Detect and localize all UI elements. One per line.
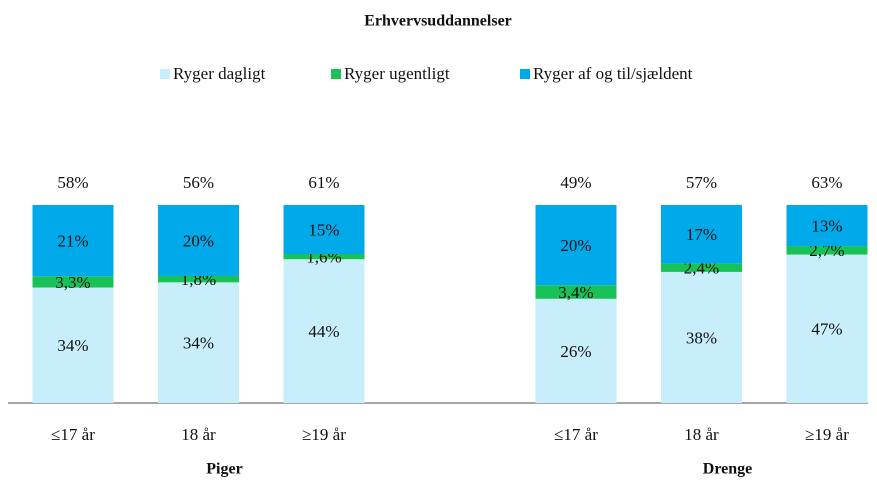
legend-swatch [520,69,530,79]
group-label: Drenge [703,461,752,478]
bar-segment [283,205,365,255]
chart-title: Erhvervsuddannelser [364,13,512,30]
bar-segment [32,276,114,288]
legend-swatch [331,69,341,79]
bar-segment [535,298,617,403]
total-label: 56% [183,173,214,192]
value-label: 3,3% [55,273,90,292]
value-label: 20% [560,236,591,255]
bar-segment [786,254,868,403]
legend-label: Ryger af og til/sjældent [533,64,693,83]
value-label: 44% [308,322,339,341]
bar-segment [786,246,868,255]
x-tick-label: 18 år [684,425,719,444]
legend-swatch [160,69,170,79]
value-label: 26% [560,342,591,361]
value-label: 34% [183,334,214,353]
bar-segment [661,205,742,264]
value-label: 47% [811,320,842,339]
x-tick-label: ≤17 år [51,425,95,444]
value-label: 3,4% [558,283,593,302]
bar-segment [283,259,365,403]
bar-segment [535,205,617,286]
value-label: 38% [686,328,717,347]
value-label: 13% [811,216,842,235]
total-label: 58% [57,173,88,192]
x-tick-label: 18 år [181,425,216,444]
bar-segment [158,205,239,276]
legend-label: Ryger ugentligt [344,64,450,83]
x-tick-label: ≤17 år [554,425,598,444]
group-label: Piger [206,461,242,478]
total-label: 61% [308,173,339,192]
bar-segment [32,287,114,403]
bar-segment [283,254,365,260]
legend-label: Ryger dagligt [173,64,266,83]
value-label: 15% [308,220,339,239]
bar-segment [786,205,868,247]
value-label: 21% [57,232,88,251]
value-label: 34% [57,336,88,355]
value-label: 20% [183,231,214,250]
total-label: 63% [811,173,842,192]
total-label: 57% [686,173,717,192]
bar-segment [158,282,239,403]
bar-segment [32,205,114,277]
total-label: 49% [560,173,591,192]
bar-segment [535,285,617,299]
x-tick-label: ≥19 år [302,425,346,444]
value-label: 17% [686,225,717,244]
bar-segment [661,271,742,403]
x-tick-label: ≥19 år [805,425,849,444]
bar-segment [661,263,742,272]
bar-segment [158,275,239,283]
